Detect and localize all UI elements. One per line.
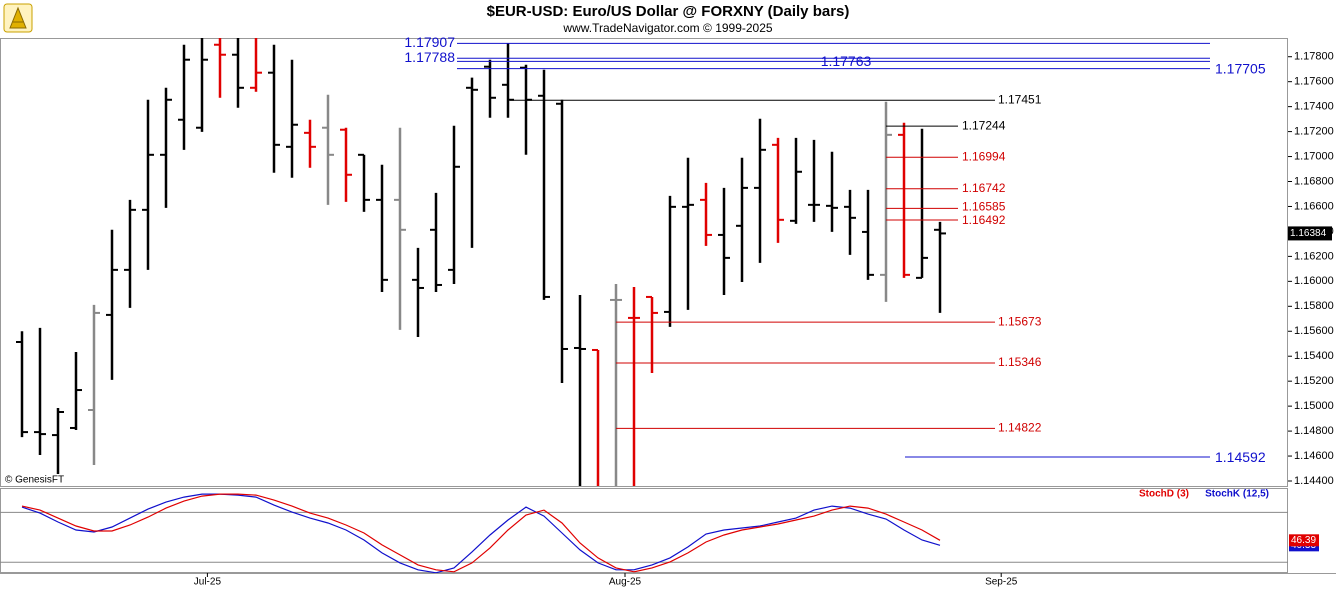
level-label: 1.16742 xyxy=(962,181,1006,195)
y-tick-label: 1.15400 xyxy=(1294,350,1334,362)
level-label: 1.16994 xyxy=(962,149,1006,163)
level-label: 1.14592 xyxy=(1215,449,1266,465)
stoch-line xyxy=(21,493,941,573)
level-label: 1.14822 xyxy=(998,421,1042,435)
level-label: 1.17907 xyxy=(404,34,455,50)
y-tick-label: 1.16600 xyxy=(1294,200,1334,212)
y-tick-label: 1.16800 xyxy=(1294,175,1334,187)
y-tick-label: 1.14400 xyxy=(1294,475,1334,487)
last-price: 1.16384 xyxy=(1290,228,1327,239)
y-tick-label: 1.15000 xyxy=(1294,400,1334,412)
level-label: 1.15673 xyxy=(998,314,1042,328)
bars xyxy=(15,38,947,486)
stoch-lines xyxy=(21,493,941,573)
stoch-line xyxy=(21,493,941,573)
legend-entry: StochK (12,5) xyxy=(1205,489,1269,500)
y-tick-label: 1.16200 xyxy=(1294,250,1334,262)
logo xyxy=(3,3,33,33)
level-label: 1.17705 xyxy=(1215,60,1266,76)
stoch-panel xyxy=(0,488,1288,573)
source-note: © GenesisFT xyxy=(5,475,64,486)
y-tick-label: 1.15200 xyxy=(1294,375,1334,387)
level-label: 1.17763 xyxy=(821,53,872,69)
y-tick-label: 1.15800 xyxy=(1294,300,1334,312)
last-value-box xyxy=(1289,534,1319,547)
x-tick-label: Sep-25 xyxy=(985,577,1018,588)
level-label: 1.15346 xyxy=(998,355,1042,369)
y-tick-label: 1.17800 xyxy=(1294,51,1334,63)
y-tick-label: 1.15600 xyxy=(1294,325,1334,337)
level-label: 1.17788 xyxy=(404,49,455,65)
chart-subtitle: www.TradeNavigator.com © 1999-2025 xyxy=(562,21,772,35)
legend-entry: StochD (3) xyxy=(1139,489,1189,500)
y-tick-label: 1.17400 xyxy=(1294,101,1334,113)
level-label: 1.17451 xyxy=(998,92,1042,106)
y-tick-label: 1.17600 xyxy=(1294,76,1334,88)
level-label: 1.16492 xyxy=(962,213,1006,227)
y-tick-label: 1.14600 xyxy=(1294,450,1334,462)
level-label: 1.16585 xyxy=(962,200,1006,214)
y-tick-label: 1.17200 xyxy=(1294,125,1334,137)
price-panel xyxy=(0,38,1288,487)
y-tick-label: 1.14800 xyxy=(1294,425,1334,437)
y-tick-label: 1.16000 xyxy=(1294,275,1334,287)
x-tick-label: Aug-25 xyxy=(609,577,642,588)
y-tick-label: 1.17000 xyxy=(1294,150,1334,162)
x-tick-label: Jul-25 xyxy=(194,577,222,588)
chart-title: $EUR-USD: Euro/US Dollar @ FORXNY (Daily… xyxy=(487,3,850,20)
level-label: 1.17244 xyxy=(962,118,1006,132)
last-price-box xyxy=(1288,226,1332,241)
last-value: 46.39 xyxy=(1291,535,1316,546)
